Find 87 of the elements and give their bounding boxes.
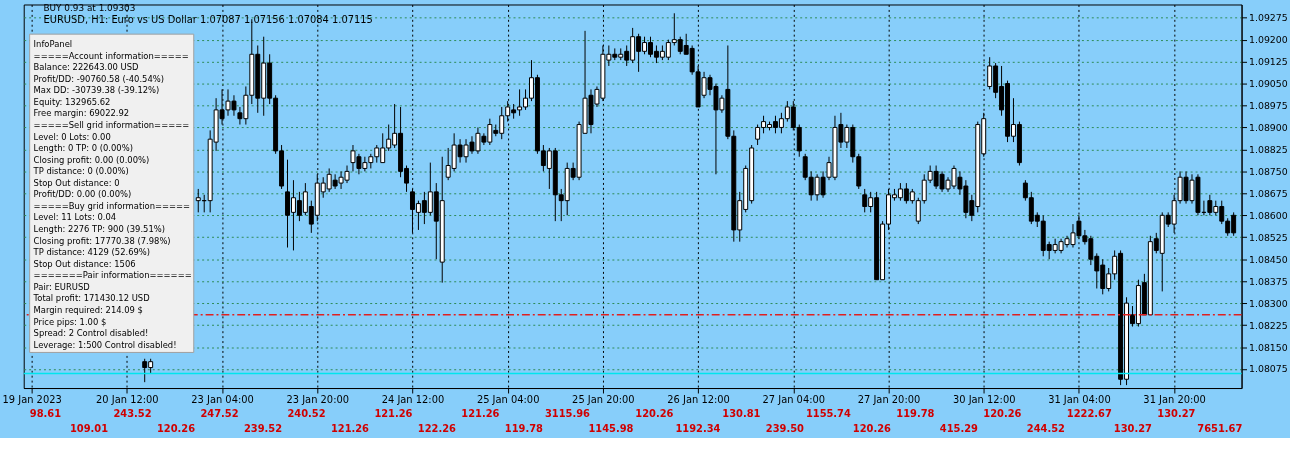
text: 239.52 bbox=[243, 422, 283, 434]
text: 239.50 bbox=[765, 422, 805, 434]
text: 247.52 bbox=[200, 407, 239, 419]
text: 130.81 bbox=[722, 407, 761, 419]
annotation: Length: 0 TP: 0 (0.00%) bbox=[33, 143, 133, 154]
y-tick-label: 1.08225 bbox=[1248, 319, 1288, 331]
x-tick-label: 27 Jan 20:00 bbox=[857, 394, 921, 406]
annotation: Closing profit: 0.00 (0.00%) bbox=[33, 154, 150, 165]
text: 120.26 bbox=[635, 407, 674, 419]
y-tick-label: 1.08525 bbox=[1248, 231, 1288, 243]
annotation: Balance: 222643.00 USD bbox=[33, 62, 139, 73]
y-tick-label: 1.08825 bbox=[1248, 143, 1288, 155]
annotation: Level: 11 Lots: 0.04 bbox=[33, 212, 117, 223]
y-tick-label: 1.08300 bbox=[1248, 297, 1288, 309]
text: 243.52 bbox=[113, 407, 152, 419]
annotation: Free margin: 69022.92 bbox=[33, 108, 130, 119]
text: 122.26 bbox=[417, 422, 457, 434]
y-tick-label: 1.08075 bbox=[1248, 363, 1288, 375]
y-tick-label: 1.09050 bbox=[1248, 78, 1288, 89]
annotation: Leverage: 1:500 Control disabled! bbox=[33, 339, 177, 350]
text: 1192.34 bbox=[675, 422, 721, 434]
text: 120.26 bbox=[156, 422, 196, 434]
text: 121.26 bbox=[330, 422, 370, 434]
annotation: Length: 2276 TP: 900 (39.51%) bbox=[33, 224, 165, 235]
text: 3115.96 bbox=[544, 407, 591, 419]
annotation: Equity: 132965.62 bbox=[33, 96, 111, 107]
x-tick-label: 23 Jan 20:00 bbox=[286, 394, 350, 406]
annotation: BUY 0.93 at 1.09303 bbox=[43, 3, 136, 14]
x-tick-label: 24 Jan 12:00 bbox=[381, 394, 445, 406]
y-tick-label: 1.08900 bbox=[1248, 121, 1288, 133]
annotation: Profit/DD: 0.00 (0.00%) bbox=[33, 189, 132, 200]
text: 121.26 bbox=[461, 407, 500, 419]
x-tick-label: 19 Jan 2023 bbox=[2, 394, 62, 406]
annotation: Pair: EURUSD bbox=[33, 281, 90, 292]
annotation: Spread: 2 Control disabled! bbox=[33, 328, 149, 339]
y-tick-label: 1.08450 bbox=[1248, 253, 1288, 265]
annotation: Max DD: -30739.38 (-39.12%) bbox=[33, 85, 160, 96]
y-tick-label: 1.09125 bbox=[1248, 56, 1288, 68]
y-tick-label: 1.08600 bbox=[1248, 209, 1288, 221]
x-tick-label: 20 Jan 12:00 bbox=[96, 394, 159, 406]
annotation: =====Sell grid information===== bbox=[33, 119, 190, 130]
text: 119.78 bbox=[896, 407, 935, 419]
text: 130.27 bbox=[1157, 407, 1196, 419]
text: EURUSD, H1: Euro vs US Dollar 1.07087 1.07156 1.07084 1.07115 bbox=[43, 14, 373, 26]
annotation: =====Buy grid information===== bbox=[33, 200, 191, 211]
x-tick-label: 23 Jan 04:00 bbox=[191, 394, 254, 406]
text: 240.52 bbox=[287, 407, 326, 419]
text: 121.26 bbox=[374, 407, 413, 419]
annotation: =======Pair information====== bbox=[33, 270, 192, 281]
y-tick-label: 1.08675 bbox=[1248, 187, 1288, 199]
annotation: Total profit: 171430.12 USD bbox=[32, 293, 150, 304]
text: 244.52 bbox=[1026, 422, 1066, 434]
annotation: TP distance: 0 (0.00%) bbox=[32, 166, 129, 177]
x-tick-label: 31 Jan 20:00 bbox=[1143, 394, 1206, 406]
y-tick-label: 1.08150 bbox=[1248, 341, 1288, 353]
annotation: Margin required: 214.09 $ bbox=[33, 305, 143, 316]
text: 120.26 bbox=[852, 422, 892, 434]
text: 119.78 bbox=[504, 422, 544, 434]
text: 7651.67 bbox=[1197, 422, 1243, 434]
text: 1145.98 bbox=[588, 422, 634, 434]
text: 98.61 bbox=[29, 407, 62, 419]
y-tick-label: 1.08750 bbox=[1248, 165, 1288, 177]
annotation: Price pips: 1.00 $ bbox=[33, 316, 107, 327]
y-tick-label: 1.09200 bbox=[1248, 34, 1288, 46]
y-tick-label: 1.08975 bbox=[1248, 99, 1288, 111]
x-tick-label: 25 Jan 04:00 bbox=[476, 394, 540, 406]
x-tick-label: 25 Jan 20:00 bbox=[572, 394, 635, 406]
annotation: Stop Out distance: 1506 bbox=[33, 258, 136, 269]
annotation: Profit/DD: -90760.58 (-40.54%) bbox=[33, 73, 165, 84]
text: 415.29 bbox=[939, 422, 979, 434]
text: 130.27 bbox=[1113, 422, 1153, 434]
x-tick-label: 31 Jan 04:00 bbox=[1048, 394, 1111, 406]
x-tick-label: 26 Jan 12:00 bbox=[667, 394, 730, 406]
x-tick-label: 27 Jan 04:00 bbox=[762, 394, 826, 406]
text: 1222.67 bbox=[1066, 407, 1112, 419]
y-tick-label: 1.08375 bbox=[1248, 275, 1288, 287]
text: 1155.74 bbox=[805, 407, 851, 419]
annotation: Level: 0 Lots: 0.00 bbox=[33, 131, 111, 142]
annotation: =====Account information===== bbox=[33, 50, 189, 61]
annotation: Stop Out distance: 0 bbox=[33, 177, 120, 188]
text: 120.26 bbox=[983, 407, 1022, 419]
x-tick-label: 30 Jan 12:00 bbox=[952, 394, 1016, 406]
text: 109.01 bbox=[69, 422, 109, 434]
annotation: TP distance: 4129 (52.69%) bbox=[32, 247, 151, 258]
annotation: Closing profit: 17770.38 (7.98%) bbox=[33, 235, 171, 246]
annotation: InfoPanel bbox=[33, 39, 73, 49]
y-tick-label: 1.09275 bbox=[1248, 12, 1288, 24]
